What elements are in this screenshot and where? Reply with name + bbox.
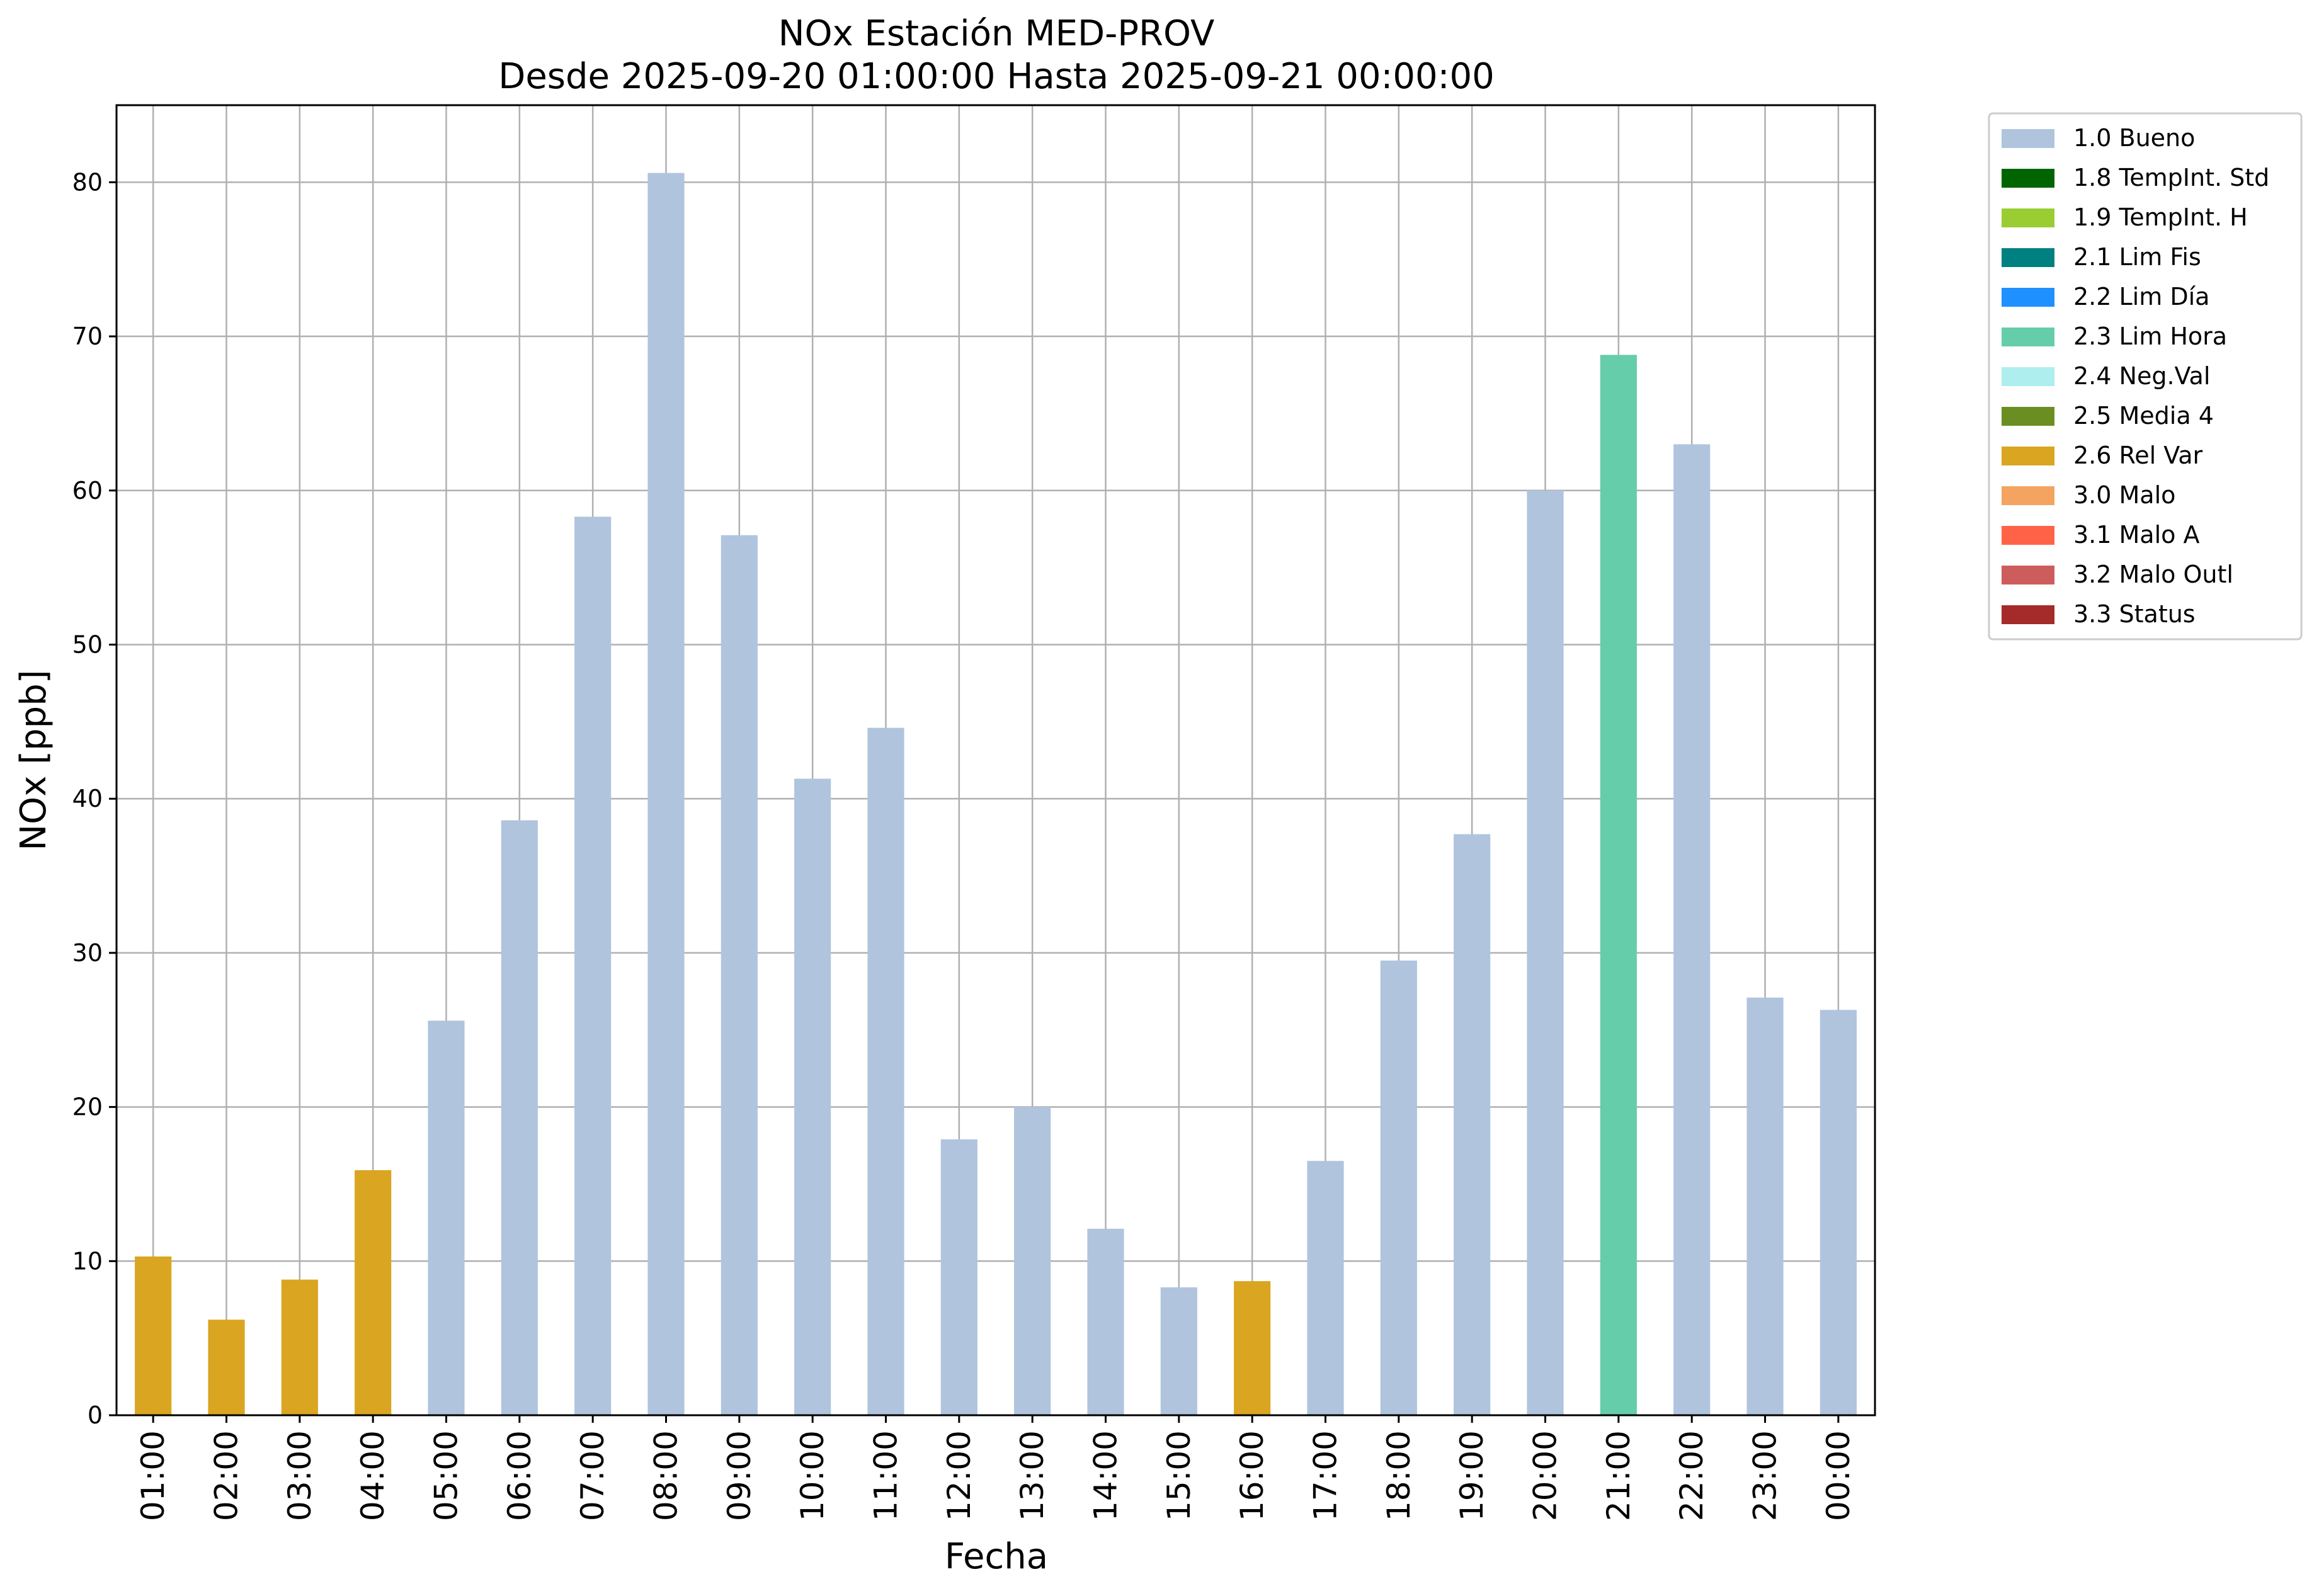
x-tick-label: 12:00 <box>941 1430 977 1521</box>
bar-12:00 <box>940 1139 977 1415</box>
legend-label: 1.0 Bueno <box>2073 124 2195 152</box>
bar-01:00 <box>135 1256 172 1415</box>
legend-swatch <box>2002 407 2054 426</box>
legend-swatch <box>2002 129 2054 148</box>
legend-swatch <box>2002 526 2054 545</box>
bar-21:00 <box>1600 355 1637 1415</box>
legend-swatch <box>2002 208 2054 227</box>
plot-frame <box>115 104 1876 1416</box>
x-tick-label: 22:00 <box>1673 1430 1710 1521</box>
x-tick-label: 11:00 <box>868 1430 904 1521</box>
legend-swatch <box>2002 288 2054 307</box>
x-tick-label: 14:00 <box>1088 1430 1124 1521</box>
legend-label: 2.4 Neg.Val <box>2073 362 2210 390</box>
x-tick-label: 16:00 <box>1234 1430 1270 1521</box>
x-tick-label: 03:00 <box>282 1430 318 1521</box>
legend: 1.0 Bueno 1.8 TempInt. Std 1.9 TempInt. H 2… <box>1988 112 2303 641</box>
y-tick-label: 40 <box>72 785 103 812</box>
bar-10:00 <box>794 778 831 1415</box>
bar-08:00 <box>647 173 685 1415</box>
x-tick-label: 13:00 <box>1014 1430 1051 1521</box>
legend-label: 2.5 Media 4 <box>2073 402 2214 430</box>
bar-17:00 <box>1307 1161 1344 1415</box>
bar-23:00 <box>1746 997 1784 1415</box>
legend-swatch <box>2002 367 2054 386</box>
x-tick-label: 20:00 <box>1527 1430 1564 1521</box>
x-tick-label: 21:00 <box>1600 1430 1637 1521</box>
x-tick-label: 10:00 <box>794 1430 831 1521</box>
bar-03:00 <box>281 1279 318 1415</box>
x-axis-label: Fecha <box>945 1536 1048 1577</box>
y-tick-label: 20 <box>72 1093 103 1121</box>
y-axis-ticks: 0 10 20 30 40 50 60 70 80 <box>72 168 117 1429</box>
y-tick-label: 10 <box>72 1247 103 1275</box>
chart-title: NOx Estación MED-PROV <box>778 13 1215 54</box>
bars <box>135 173 1857 1416</box>
bar-09:00 <box>721 535 758 1415</box>
bar-07:00 <box>574 516 612 1415</box>
legend-swatch <box>2002 605 2054 624</box>
x-axis-ticks: 01:00 02:00 03:00 04:00 05:00 06:00 07:00 08:00… <box>135 1415 1857 1521</box>
x-tick-label: 23:00 <box>1747 1430 1784 1521</box>
x-tick-label: 01:00 <box>135 1430 171 1521</box>
y-tick-label: 30 <box>72 939 103 967</box>
legend-swatch <box>2002 566 2054 584</box>
x-tick-label: 04:00 <box>355 1430 391 1521</box>
bar-16:00 <box>1234 1281 1271 1415</box>
x-tick-label: 05:00 <box>428 1430 465 1521</box>
bar-15:00 <box>1160 1287 1197 1415</box>
legend-swatch <box>2002 328 2054 346</box>
x-tick-label: 18:00 <box>1381 1430 1417 1521</box>
legend-swatch <box>2002 248 2054 267</box>
x-tick-label: 07:00 <box>574 1430 611 1521</box>
x-tick-label: 06:00 <box>501 1430 538 1521</box>
x-tick-label: 09:00 <box>721 1430 758 1521</box>
y-tick-label: 70 <box>72 322 103 350</box>
x-tick-label: 19:00 <box>1454 1430 1490 1521</box>
bar-18:00 <box>1380 960 1417 1415</box>
legend-label: 3.3 Status <box>2073 600 2196 628</box>
legend-label: 1.8 TempInt. Std <box>2073 164 2269 191</box>
legend-label: 1.9 TempInt. H <box>2073 203 2248 231</box>
x-tick-label: 17:00 <box>1308 1430 1344 1521</box>
legend-label: 2.3 Lim Hora <box>2073 322 2227 350</box>
bar-00:00 <box>1820 1010 1857 1415</box>
bar-13:00 <box>1014 1107 1051 1415</box>
bar-20:00 <box>1527 490 1564 1416</box>
legend-label: 2.6 Rel Var <box>2073 442 2203 469</box>
legend-frame <box>1988 112 2303 641</box>
legend-label: 2.1 Lim Fis <box>2073 243 2201 271</box>
bar-05:00 <box>428 1020 465 1415</box>
bar-04:00 <box>355 1170 392 1415</box>
x-tick-label: 00:00 <box>1820 1430 1857 1521</box>
legend-label: 2.2 Lim Día <box>2073 283 2209 311</box>
bar-14:00 <box>1087 1228 1124 1415</box>
y-tick-label: 0 <box>88 1401 103 1429</box>
y-tick-label: 50 <box>72 630 103 658</box>
legend-swatch <box>2002 169 2054 188</box>
y-tick-label: 80 <box>72 168 103 196</box>
bar-19:00 <box>1454 834 1491 1415</box>
legend-swatch <box>2002 447 2054 465</box>
x-tick-label: 08:00 <box>648 1430 685 1521</box>
bar-06:00 <box>501 820 538 1415</box>
y-axis-label: NOx [ppb] <box>13 670 54 850</box>
x-tick-label: 15:00 <box>1161 1430 1197 1521</box>
chart-subtitle: Desde 2025-09-20 01:00:00 Hasta 2025-09-… <box>498 56 1495 97</box>
legend-label: 3.1 Malo A <box>2073 521 2199 549</box>
x-tick-label: 02:00 <box>208 1430 245 1521</box>
bar-11:00 <box>867 727 904 1415</box>
bar-22:00 <box>1673 444 1711 1415</box>
legend-label: 3.2 Malo Outl <box>2073 561 2233 588</box>
legend-swatch <box>2002 486 2054 505</box>
y-tick-label: 60 <box>72 477 103 504</box>
legend-label: 3.0 Malo <box>2073 481 2175 509</box>
bar-02:00 <box>208 1320 245 1415</box>
